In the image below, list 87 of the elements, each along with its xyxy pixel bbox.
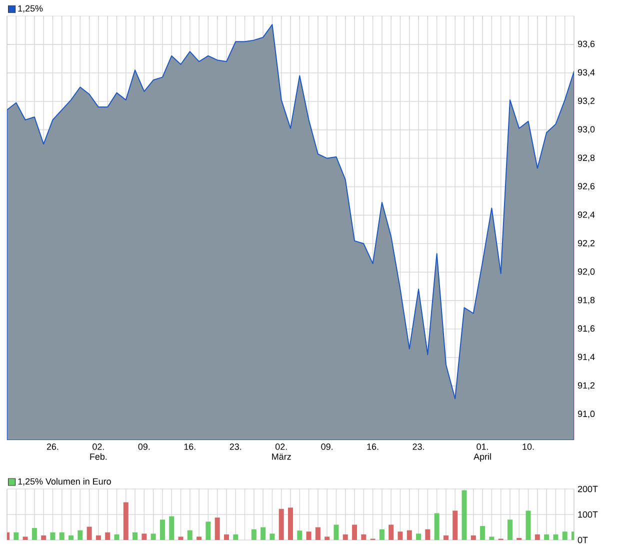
y-tick-label: 93,2 xyxy=(578,98,595,106)
bar xyxy=(22,536,28,540)
x-tick-label: 16. xyxy=(184,444,196,450)
bar xyxy=(379,529,384,540)
bar xyxy=(123,502,128,540)
bar xyxy=(132,532,138,540)
bar xyxy=(324,536,330,540)
y-tick-label: 91,8 xyxy=(578,296,595,304)
x-tick-label: 23. xyxy=(412,444,424,450)
y-tick-label: 91,6 xyxy=(578,325,595,333)
bar xyxy=(416,534,422,540)
bar xyxy=(361,534,366,540)
bar xyxy=(214,518,220,540)
y-tick-label: 93,6 xyxy=(578,40,595,48)
bar xyxy=(260,527,266,540)
y-tick-label: 92,2 xyxy=(578,240,595,248)
y-tick-label: 100T xyxy=(578,511,598,518)
bar xyxy=(489,536,494,540)
x-tick-label: 01. April xyxy=(474,444,491,462)
legend-label: 1,25% xyxy=(18,5,43,13)
bar xyxy=(278,508,284,540)
bar xyxy=(41,535,46,540)
x-tick-label: 02. März xyxy=(272,444,291,460)
bar xyxy=(251,529,256,540)
bar xyxy=(388,524,394,540)
y-tick-label: 200T xyxy=(578,486,598,492)
bar xyxy=(425,529,430,540)
bar xyxy=(142,534,147,540)
x-tick-label: 02. Feb. xyxy=(90,444,107,460)
y-tick-label: 92,8 xyxy=(578,154,595,162)
bar xyxy=(462,490,467,540)
x-tick-label: 26. xyxy=(46,444,58,450)
bar xyxy=(480,526,486,540)
bar xyxy=(50,532,56,540)
bar xyxy=(32,528,37,540)
y-tick-label: 92,4 xyxy=(578,211,595,219)
bar xyxy=(434,513,440,540)
bar xyxy=(342,534,348,540)
bar xyxy=(297,530,302,540)
bar xyxy=(544,534,550,540)
bar xyxy=(334,524,339,540)
bar xyxy=(553,534,558,540)
y-tick-label: 91,4 xyxy=(578,354,595,362)
bar xyxy=(196,536,202,540)
bar xyxy=(315,527,320,540)
bar xyxy=(178,536,184,540)
bar xyxy=(443,535,448,540)
bar xyxy=(398,532,403,540)
bar xyxy=(470,535,476,540)
bar xyxy=(306,532,312,540)
bar xyxy=(68,535,74,540)
x-tick-label: 10. xyxy=(522,444,534,450)
bar xyxy=(534,534,540,540)
bar xyxy=(406,530,412,540)
bar xyxy=(562,532,568,540)
bar xyxy=(206,522,211,540)
bar xyxy=(96,535,101,540)
bar xyxy=(224,534,229,540)
bar xyxy=(169,516,174,540)
y-tick-label: 93,0 xyxy=(578,126,595,134)
y-tick-label: 91,0 xyxy=(578,410,595,418)
bar xyxy=(160,520,165,540)
bar xyxy=(150,534,156,540)
bar xyxy=(86,526,92,540)
y-tick-label: 92,0 xyxy=(578,268,595,276)
bar xyxy=(105,532,110,540)
legend-label: 1,25% Volumen in Euro xyxy=(18,478,111,486)
x-tick-label: 09. xyxy=(321,444,332,450)
y-tick-label: 92,6 xyxy=(578,183,595,190)
x-tick-label: 23. xyxy=(230,444,242,450)
bar xyxy=(507,520,512,540)
x-tick-label: 09. xyxy=(138,444,150,450)
y-tick-label: 0T xyxy=(578,536,588,544)
x-tick-label: 16. xyxy=(367,444,378,450)
bar xyxy=(270,534,275,540)
y-tick-label: 93,4 xyxy=(578,69,595,77)
bar xyxy=(288,508,293,540)
y-tick-label: 91,2 xyxy=(578,382,595,390)
bar xyxy=(14,532,19,540)
bar xyxy=(78,530,83,540)
bar xyxy=(452,510,458,540)
bar xyxy=(526,510,531,540)
bar xyxy=(114,534,120,540)
bar xyxy=(233,534,238,540)
bar xyxy=(352,524,358,540)
bar xyxy=(187,530,192,540)
bar xyxy=(59,532,64,540)
